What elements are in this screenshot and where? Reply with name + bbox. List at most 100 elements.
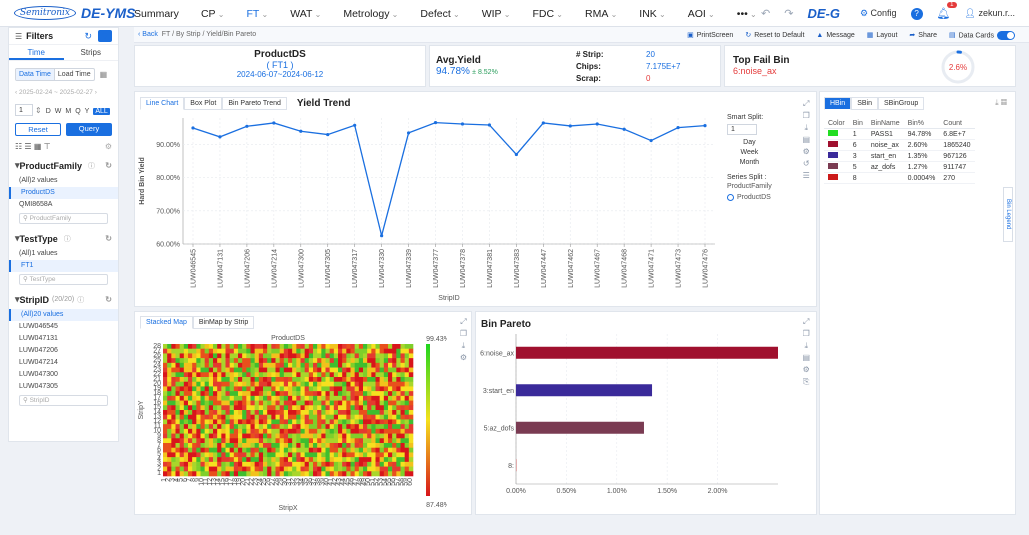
heatmap-cell[interactable] xyxy=(254,391,260,397)
heatmap-cell[interactable] xyxy=(188,377,193,383)
heatmap-cell[interactable] xyxy=(279,348,285,354)
heatmap-cell[interactable] xyxy=(304,410,310,416)
heatmap-cell[interactable] xyxy=(167,471,172,477)
heatmap-cell[interactable] xyxy=(238,471,243,477)
heatmap-cell[interactable] xyxy=(408,348,414,354)
heatmap-cell[interactable] xyxy=(396,400,401,406)
heatmap-cell[interactable] xyxy=(321,362,326,368)
heatmap-cell[interactable] xyxy=(354,372,360,378)
heatmap-cell[interactable] xyxy=(396,377,401,383)
heatmap-cell[interactable] xyxy=(354,344,360,350)
heatmap-cell[interactable] xyxy=(229,443,235,449)
filter-option[interactable]: LUW047214 xyxy=(19,359,58,366)
heatmap-cell[interactable] xyxy=(250,471,255,477)
heatmap-cell[interactable] xyxy=(308,377,314,383)
heatmap-cell[interactable] xyxy=(242,400,247,406)
heatmap-cell[interactable] xyxy=(254,424,260,430)
heatmap-cell[interactable] xyxy=(392,414,397,420)
heatmap-cell[interactable] xyxy=(292,367,297,373)
heatmap-cell[interactable] xyxy=(363,443,368,449)
heatmap-cell[interactable] xyxy=(250,428,255,434)
heatmap-cell[interactable] xyxy=(250,395,255,401)
heatmap-cell[interactable] xyxy=(300,405,305,411)
heatmap-cell[interactable] xyxy=(200,419,205,425)
heatmap-cell[interactable] xyxy=(238,428,243,434)
data-point[interactable] xyxy=(649,138,653,143)
heatmap-cell[interactable] xyxy=(279,414,285,420)
column-header[interactable]: Bin xyxy=(848,119,867,129)
heatmap-cell[interactable] xyxy=(296,367,301,373)
heatmap-cell[interactable] xyxy=(346,358,351,364)
heatmap-cell[interactable] xyxy=(179,438,185,444)
heatmap-cell[interactable] xyxy=(400,377,405,383)
heatmap-cell[interactable] xyxy=(404,414,410,420)
heatmap-cell[interactable] xyxy=(279,424,285,430)
heatmap-cell[interactable] xyxy=(221,433,226,439)
heatmap-cell[interactable] xyxy=(250,377,255,383)
heatmap-cell[interactable] xyxy=(225,457,230,463)
heatmap-cell[interactable] xyxy=(267,395,272,401)
heatmap-cell[interactable] xyxy=(342,414,347,420)
heatmap-cell[interactable] xyxy=(204,433,210,439)
data-point[interactable] xyxy=(514,152,518,157)
heatmap-cell[interactable] xyxy=(388,457,393,463)
heatmap-cell[interactable] xyxy=(175,461,180,467)
heatmap-cell[interactable] xyxy=(225,362,230,368)
heatmap-cell[interactable] xyxy=(225,461,230,467)
heatmap-cell[interactable] xyxy=(342,353,347,359)
heatmap-cell[interactable] xyxy=(304,452,310,458)
heatmap-cell[interactable] xyxy=(338,452,343,458)
heatmap-cell[interactable] xyxy=(217,424,222,430)
heatmap-cell[interactable] xyxy=(254,405,260,411)
heatmap-cell[interactable] xyxy=(163,452,168,458)
heatmap-cell[interactable] xyxy=(200,386,205,392)
heatmap-cell[interactable] xyxy=(242,424,247,430)
heatmap-cell[interactable] xyxy=(379,447,385,453)
heatmap-cell[interactable] xyxy=(408,428,414,434)
heatmap-cell[interactable] xyxy=(346,348,351,354)
heatmap-cell[interactable] xyxy=(254,414,260,420)
heatmap-cell[interactable] xyxy=(367,344,372,350)
heatmap-cell[interactable] xyxy=(192,377,197,383)
heatmap-cell[interactable] xyxy=(196,452,201,458)
help-icon[interactable]: ? xyxy=(910,7,923,20)
heatmap-cell[interactable] xyxy=(358,358,364,364)
heatmap-cell[interactable] xyxy=(208,447,214,453)
heatmap-cell[interactable] xyxy=(271,372,276,378)
heatmap-cell[interactable] xyxy=(279,358,285,364)
heatmap-cell[interactable] xyxy=(321,457,326,463)
heatmap-cell[interactable] xyxy=(179,391,185,397)
heatmap-cell[interactable] xyxy=(263,381,268,387)
heatmap-cell[interactable] xyxy=(404,443,410,449)
heatmap-cell[interactable] xyxy=(183,372,189,378)
heatmap-cell[interactable] xyxy=(392,381,397,387)
heatmap-cell[interactable] xyxy=(371,358,376,364)
heatmap-cell[interactable] xyxy=(292,424,297,430)
heatmap-cell[interactable] xyxy=(238,358,243,364)
heatmap-cell[interactable] xyxy=(404,471,410,477)
heatmap-cell[interactable] xyxy=(300,348,305,354)
heatmap-cell[interactable] xyxy=(404,457,410,463)
heatmap-cell[interactable] xyxy=(358,433,364,439)
heatmap-cell[interactable] xyxy=(263,452,268,458)
heatmap-cell[interactable] xyxy=(188,424,193,430)
heatmap-cell[interactable] xyxy=(325,386,330,392)
heatmap-cell[interactable] xyxy=(254,410,260,416)
heatmap-cell[interactable] xyxy=(388,386,393,392)
heatmap-cell[interactable] xyxy=(400,353,405,359)
heatmap-cell[interactable] xyxy=(196,348,201,354)
heatmap-cell[interactable] xyxy=(325,391,330,397)
heatmap-cell[interactable] xyxy=(367,381,372,387)
heatmap-cell[interactable] xyxy=(363,353,368,359)
heatmap-cell[interactable] xyxy=(213,438,218,444)
heatmap-cell[interactable] xyxy=(325,447,330,453)
heatmap-cell[interactable] xyxy=(217,381,222,387)
heatmap-cell[interactable] xyxy=(296,353,301,359)
heatmap-cell[interactable] xyxy=(217,471,222,477)
heatmap-cell[interactable] xyxy=(188,358,193,364)
heatmap-cell[interactable] xyxy=(188,391,193,397)
heatmap-cell[interactable] xyxy=(388,438,393,444)
heatmap-cell[interactable] xyxy=(283,457,289,463)
heatmap-cell[interactable] xyxy=(225,443,230,449)
heatmap-cell[interactable] xyxy=(296,400,301,406)
